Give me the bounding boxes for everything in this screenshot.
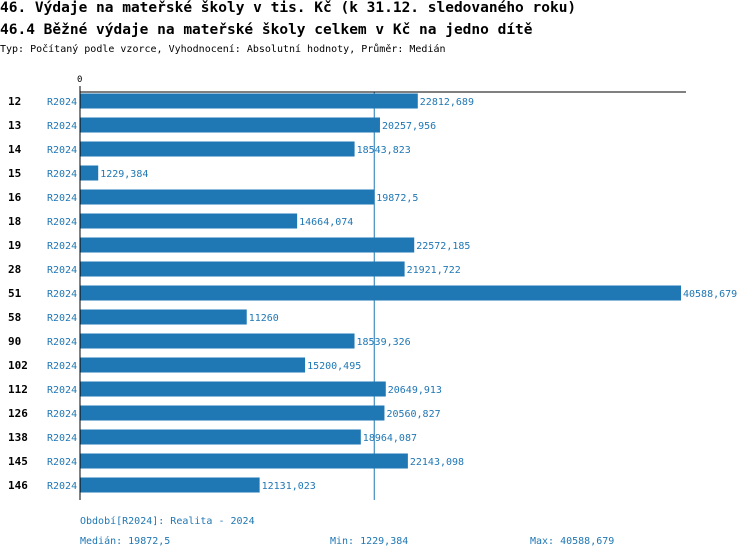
series-label: R2024: [47, 337, 77, 348]
bar: [80, 309, 247, 325]
category-label: 112: [8, 383, 28, 396]
category-label: 28: [8, 263, 21, 276]
value-label: 20257,956: [382, 121, 436, 132]
value-label: 21921,722: [407, 265, 461, 276]
value-label: 22812,689: [420, 97, 474, 108]
bar: [80, 237, 415, 253]
series-label: R2024: [47, 241, 77, 252]
category-label: 13: [8, 119, 21, 132]
chart-subtitle: 46.4 Běžné výdaje na mateřské školy celk…: [0, 22, 533, 38]
value-label: 19872,5: [376, 193, 418, 204]
value-label: 22572,185: [416, 241, 470, 252]
footer-median: Medián: 19872,5: [80, 536, 171, 547]
category-label: 58: [8, 311, 21, 324]
bar: [80, 405, 385, 421]
category-label: 138: [8, 431, 28, 444]
bar: [80, 477, 260, 493]
value-label: 20560,827: [386, 409, 440, 420]
value-label: 1229,384: [100, 169, 148, 180]
value-label: 18539,326: [357, 337, 411, 348]
x-axis-zero-tick: 0: [77, 75, 83, 85]
bar: [80, 453, 408, 469]
bar: [80, 141, 355, 157]
bar: [80, 381, 386, 397]
category-label: 51: [8, 287, 22, 300]
value-label: 15200,495: [307, 361, 361, 372]
bar: [80, 261, 405, 277]
series-label: R2024: [47, 265, 77, 276]
series-label: R2024: [47, 433, 77, 444]
series-label: R2024: [47, 457, 77, 468]
series-label: R2024: [47, 217, 77, 228]
series-label: R2024: [47, 313, 77, 324]
bar: [80, 357, 306, 373]
series-label: R2024: [47, 481, 77, 492]
value-label: 40588,679: [683, 289, 737, 300]
series-label: R2024: [47, 361, 77, 372]
category-label: 14: [8, 143, 22, 156]
value-label: 11260: [249, 313, 279, 324]
bar: [80, 165, 99, 181]
value-label: 18543,823: [357, 145, 411, 156]
series-label: R2024: [47, 289, 77, 300]
category-label: 126: [8, 407, 28, 420]
series-label: R2024: [47, 145, 77, 156]
category-label: 16: [8, 191, 22, 204]
value-label: 22143,098: [410, 457, 464, 468]
bar: [80, 429, 361, 445]
value-label: 14664,074: [299, 217, 353, 228]
series-label: R2024: [47, 193, 77, 204]
series-label: R2024: [47, 409, 77, 420]
series-label: R2024: [47, 121, 77, 132]
category-label: 18: [8, 215, 21, 228]
series-label: R2024: [47, 169, 77, 180]
category-label: 90: [8, 335, 21, 348]
category-label: 146: [8, 479, 28, 492]
footer-max: Max: 40588,679: [530, 536, 615, 547]
series-label: R2024: [47, 385, 77, 396]
bar: [80, 117, 380, 133]
value-label: 12131,023: [262, 481, 316, 492]
category-label: 12: [8, 95, 21, 108]
value-label: 20649,913: [388, 385, 442, 396]
bar: [80, 93, 418, 109]
category-label: 15: [8, 167, 21, 180]
series-label: R2024: [47, 97, 77, 108]
category-label: 19: [8, 239, 21, 252]
chart-title: 46. Výdaje na mateřské školy v tis. Kč (…: [0, 0, 577, 16]
bar: [80, 189, 375, 205]
category-label: 102: [8, 359, 28, 372]
bar: [80, 213, 298, 229]
value-label: 18964,087: [363, 433, 417, 444]
footer-min: Min: 1229,384: [330, 536, 409, 547]
footer-period: Období[R2024]: Realita - 2024: [80, 516, 255, 527]
bar: [80, 285, 681, 301]
category-label: 145: [8, 455, 28, 468]
chart-type-info: Typ: Počítaný podle vzorce, Vyhodnocení:…: [0, 44, 446, 55]
bar: [80, 333, 355, 349]
